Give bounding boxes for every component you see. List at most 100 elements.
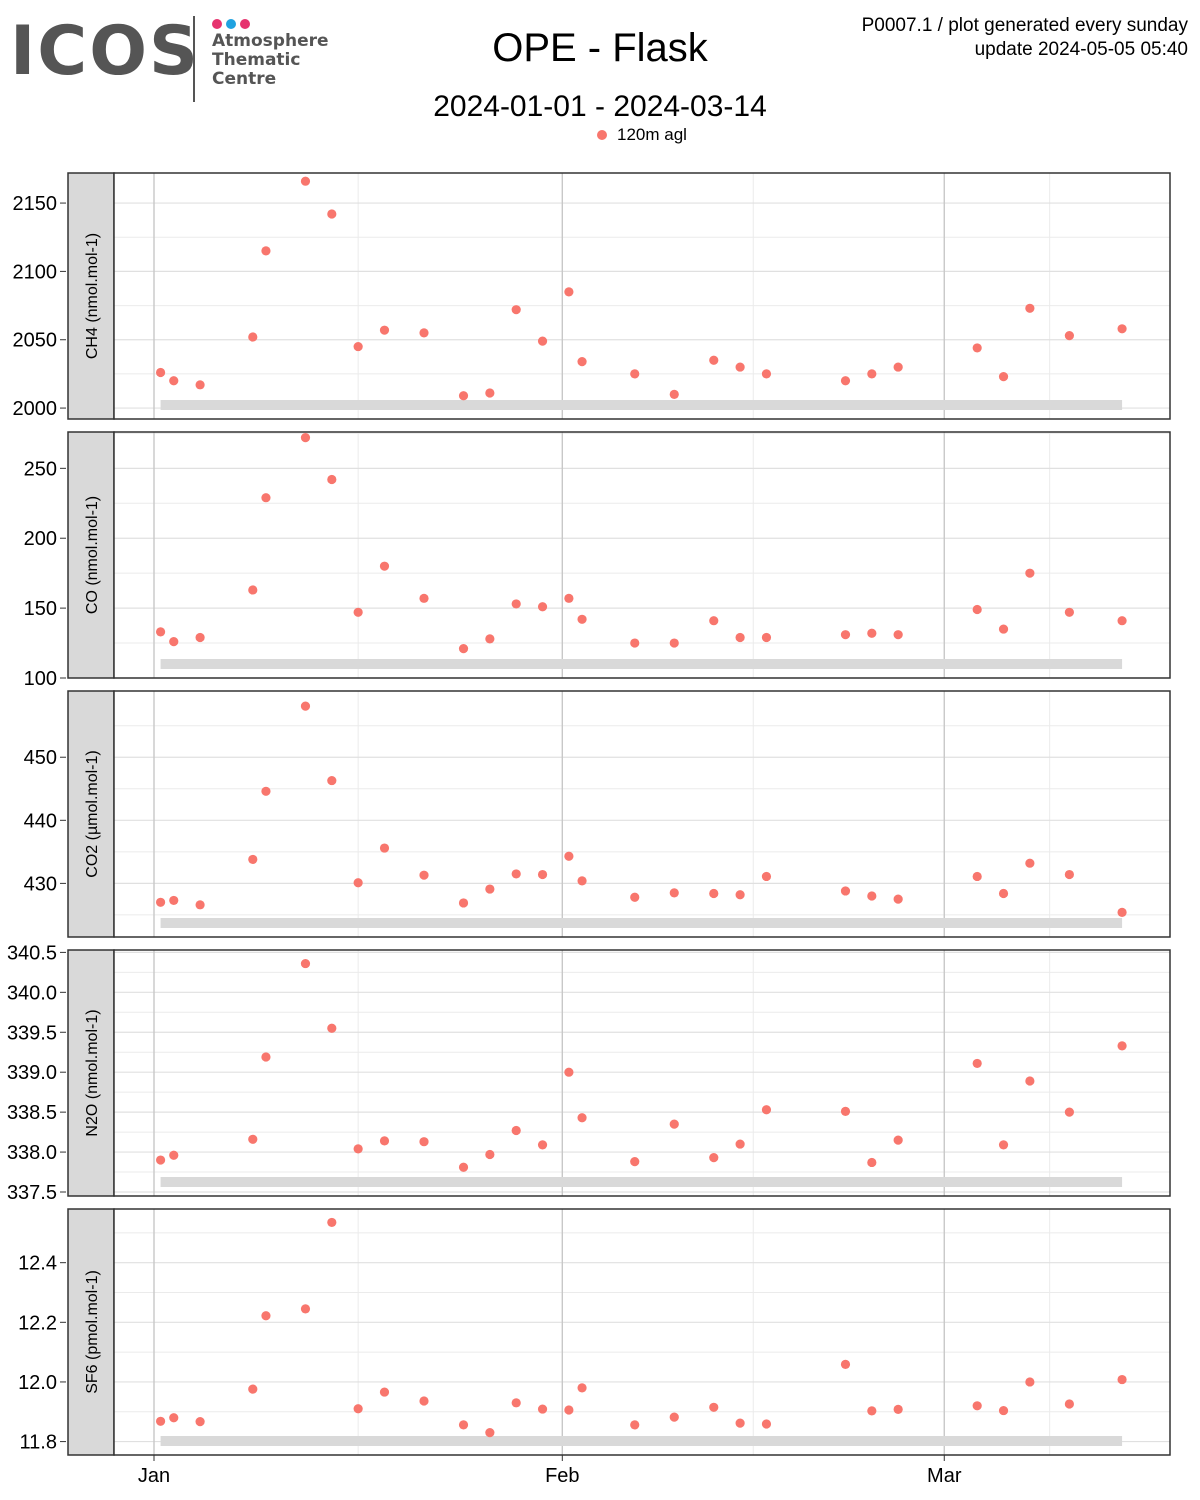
data-point [419, 870, 429, 880]
data-point [327, 775, 337, 786]
data-point [1025, 1377, 1035, 1387]
data-point [840, 1359, 851, 1369]
data-point [485, 1149, 495, 1160]
logo-line-thematic: Thematic [212, 50, 301, 70]
data-point [893, 1404, 903, 1414]
data-point [248, 1134, 258, 1144]
data-point [511, 599, 521, 609]
plot-panel [114, 173, 1170, 419]
data-point [353, 607, 363, 617]
data-point [1064, 607, 1074, 617]
data-point [709, 888, 719, 899]
plot-meta: P0007.1 / plot generated every sunday up… [862, 14, 1188, 62]
data-point [669, 1412, 679, 1422]
data-point [353, 341, 363, 352]
y-tick-label: 430 [24, 873, 57, 895]
data-point [327, 1217, 337, 1228]
data-point [709, 616, 719, 626]
data-point [169, 376, 179, 386]
data-point [709, 355, 719, 365]
data-point [735, 632, 745, 643]
y-tick-label: 12.2 [18, 1312, 57, 1334]
logo-dot [212, 19, 222, 29]
data-point [669, 1119, 679, 1129]
y-tick-label: 11.8 [20, 1432, 57, 1454]
logo-dot [226, 19, 236, 29]
data-point [998, 888, 1009, 899]
x-tick-label: Feb [545, 1465, 579, 1487]
y-tick-label: 2150 [13, 193, 58, 215]
data-point [867, 628, 877, 638]
panel-border [113, 1208, 1171, 1456]
panel-border [113, 431, 1171, 679]
y-axis-label: N2O (nmol.mol-1) [84, 1009, 101, 1136]
y-tick-label: 12.0 [18, 1372, 57, 1394]
data-point [630, 892, 640, 902]
data-point [419, 1137, 429, 1147]
data-point [379, 1387, 390, 1397]
data-point [669, 888, 679, 898]
data-point [458, 391, 469, 401]
legend: 120m agl [597, 125, 687, 145]
plot-meta-line1: P0007.1 / plot generated every sunday [861, 15, 1188, 36]
data-point [709, 1402, 719, 1412]
data-point [564, 1067, 574, 1077]
data-point [577, 1383, 587, 1393]
data-point [327, 1023, 337, 1033]
y-tick-label: 339.0 [7, 1062, 57, 1084]
data-point [537, 602, 548, 612]
data-point [248, 1384, 258, 1394]
data-point [564, 287, 574, 297]
facet-strip [67, 172, 115, 420]
data-point [669, 389, 679, 399]
y-tick-label: 100 [24, 668, 57, 690]
data-point [735, 362, 745, 372]
y-tick-label: 250 [24, 458, 57, 480]
data-point [537, 1140, 548, 1150]
data-point [1117, 1041, 1127, 1051]
data-point [485, 634, 495, 644]
data-point [261, 493, 271, 503]
data-point [761, 369, 772, 379]
data-point [998, 624, 1009, 634]
data-point [840, 376, 851, 386]
data-point [511, 869, 521, 879]
y-axis-label: CO2 (µmol.mol-1) [84, 750, 101, 877]
data-point [630, 1420, 640, 1430]
facet-strip [67, 949, 115, 1197]
plot-meta-line2: update 2024-05-05 05:40 [974, 39, 1188, 60]
data-point [1025, 568, 1035, 578]
data-point [195, 900, 205, 910]
y-tick-label: 440 [24, 810, 57, 832]
y-tick-label: 2100 [13, 261, 58, 283]
data-point [1117, 1374, 1127, 1385]
data-point [511, 1125, 521, 1136]
data-point [972, 1401, 982, 1411]
data-point [972, 343, 982, 353]
panel-4: N2O (nmol.mol-1) 337.5 338.0 338.5 339.0 339.… [7, 942, 1171, 1204]
data-point [458, 1420, 469, 1430]
y-tick-label: 340.0 [7, 982, 57, 1004]
data-point [537, 869, 548, 880]
data-point [195, 632, 205, 643]
data-point [564, 851, 574, 861]
data-point [998, 1140, 1009, 1150]
chart-title: OPE - Flask [492, 26, 708, 70]
data-point [735, 1139, 745, 1149]
data-point [511, 305, 521, 315]
data-point [419, 1396, 429, 1406]
panel-border [113, 690, 1171, 938]
data-point [419, 328, 429, 338]
data-point [261, 246, 271, 256]
x-tick-label: Mar [927, 1465, 962, 1487]
data-point [1025, 858, 1035, 868]
data-point [893, 630, 903, 640]
data-point [972, 1058, 982, 1069]
y-tick-label: 200 [24, 528, 57, 550]
y-tick-label: 450 [24, 747, 57, 769]
data-point [485, 884, 495, 894]
data-point [511, 1398, 521, 1408]
data-point [155, 1155, 166, 1165]
plot-panel [114, 1209, 1170, 1455]
